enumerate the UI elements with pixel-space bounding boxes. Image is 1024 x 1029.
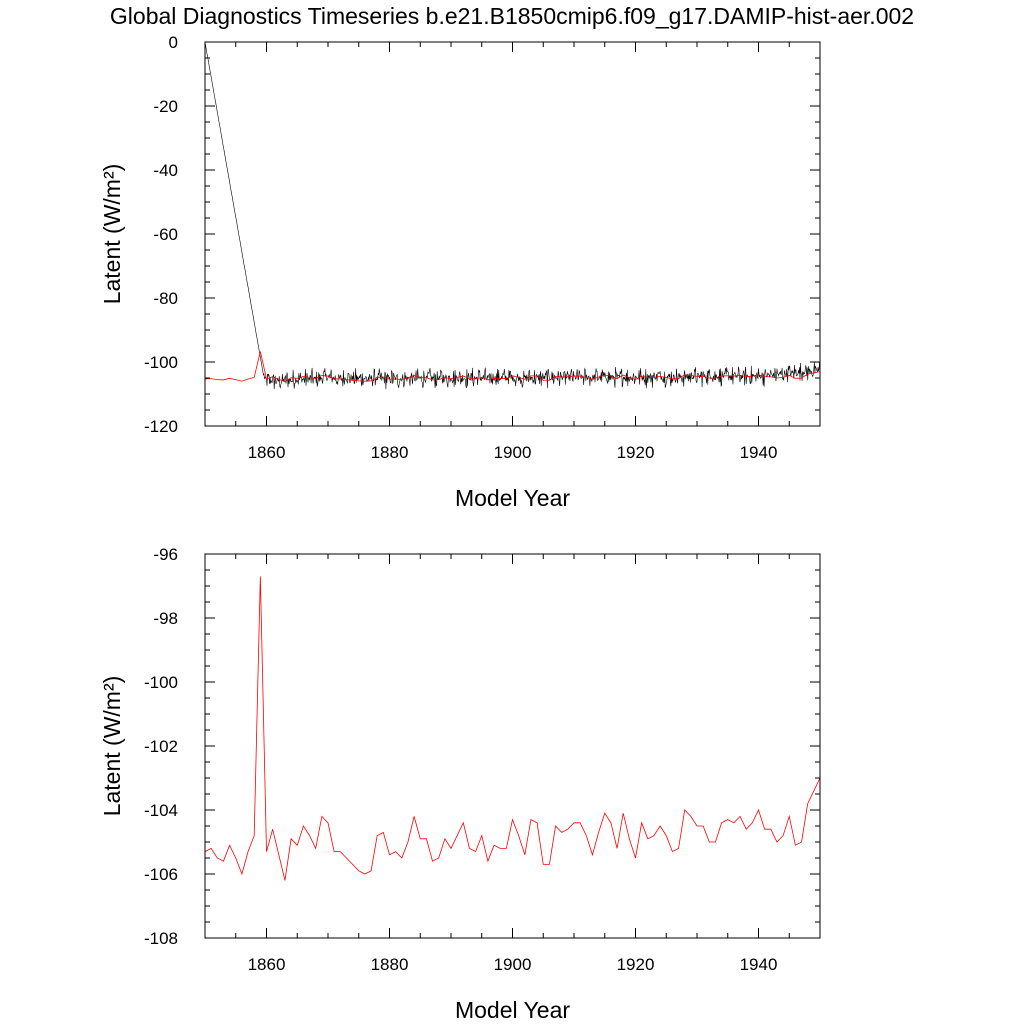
plot-frame [204, 41, 821, 427]
panel-1: 1860 1880 1900 1920 1940 0 -20 -40 -60 -80 -100 -12… [99, 33, 821, 511]
x-tick-label: 1900 [494, 443, 532, 462]
y-tick-label: -40 [153, 161, 178, 180]
y-tick-label: -20 [153, 97, 178, 116]
chart-title: Global Diagnostics Timeseries b.e21.B185… [109, 3, 915, 29]
panel-2: 1860 1880 1900 1920 1940 -96 -98 -100 -102 -104 -1… [99, 545, 821, 1023]
y-tick-label: -106 [144, 865, 178, 884]
y-axis-label: Latent (W/m²) [99, 164, 125, 305]
y-axis-label: Latent (W/m²) [99, 676, 125, 817]
y-tick-label: -102 [144, 737, 178, 756]
y-tick-label: -60 [153, 225, 178, 244]
x-tick-label: 1920 [617, 955, 655, 974]
x-tick-label: 1880 [371, 955, 409, 974]
x-axis-label: Model Year [455, 997, 570, 1023]
y-tick-label: -98 [153, 609, 178, 628]
x-tick-label: 1940 [740, 443, 778, 462]
y-tick-label: -80 [153, 289, 178, 308]
plot-frame [204, 553, 821, 939]
x-tick-label: 1920 [617, 443, 655, 462]
series-line-2 [205, 351, 820, 383]
x-tick-label: 1860 [248, 955, 286, 974]
series-line-1 [205, 576, 820, 881]
x-tick-label: 1900 [494, 955, 532, 974]
y-tick-label: -96 [153, 545, 178, 564]
x-tick-label: 1880 [371, 443, 409, 462]
y-tick-label: -104 [144, 801, 178, 820]
series-line-1 [205, 42, 820, 390]
y-tick-label: -100 [144, 673, 178, 692]
y-tick-label: -120 [144, 417, 178, 436]
y-tick-label: -108 [144, 929, 178, 948]
y-tick-label: 0 [169, 33, 178, 52]
x-tick-label: 1860 [248, 443, 286, 462]
x-axis-label: Model Year [455, 485, 570, 511]
x-tick-label: 1940 [740, 955, 778, 974]
y-tick-label: -100 [144, 353, 178, 372]
